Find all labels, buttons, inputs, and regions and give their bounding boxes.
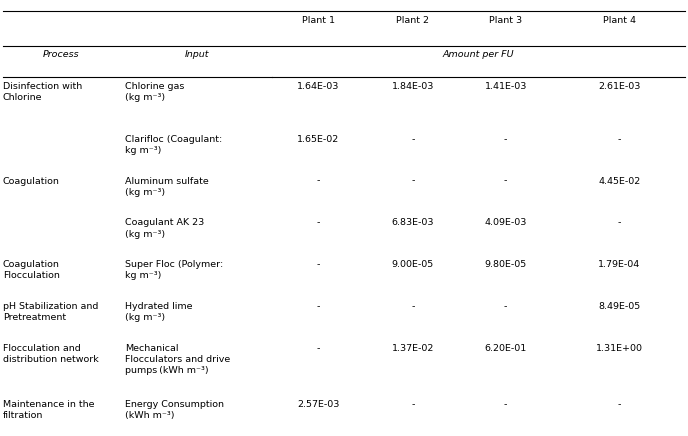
Text: Plant 2: Plant 2 xyxy=(396,16,429,25)
Text: Coagulation
Flocculation: Coagulation Flocculation xyxy=(3,260,60,280)
Text: Plant 1: Plant 1 xyxy=(302,16,334,25)
Text: -: - xyxy=(411,302,414,311)
Text: -: - xyxy=(504,302,507,311)
Text: Hydrated lime
(kg m⁻³): Hydrated lime (kg m⁻³) xyxy=(125,302,193,322)
Text: 1.31E+00: 1.31E+00 xyxy=(596,344,643,353)
Text: pH Stabilization and
Pretreatment: pH Stabilization and Pretreatment xyxy=(3,302,98,322)
Text: 9.80E-05: 9.80E-05 xyxy=(484,260,527,269)
Text: -: - xyxy=(411,177,414,186)
Text: Aluminum sulfate
(kg m⁻³): Aluminum sulfate (kg m⁻³) xyxy=(125,177,209,197)
Text: Flocculation and
distribution network: Flocculation and distribution network xyxy=(3,344,98,364)
Text: -: - xyxy=(316,344,320,353)
Text: Mechanical
Flocculators and drive
pumps (kWh m⁻³): Mechanical Flocculators and drive pumps … xyxy=(125,344,230,375)
Text: 1.41E-03: 1.41E-03 xyxy=(484,82,527,91)
Text: 1.64E-03: 1.64E-03 xyxy=(297,82,339,91)
Text: -: - xyxy=(618,135,621,144)
Text: Super Floc (Polymer:
kg m⁻³): Super Floc (Polymer: kg m⁻³) xyxy=(125,260,224,280)
Text: Chlorine gas
(kg m⁻³): Chlorine gas (kg m⁻³) xyxy=(125,82,184,102)
Text: -: - xyxy=(316,177,320,186)
Text: -: - xyxy=(316,302,320,311)
Text: 1.84E-03: 1.84E-03 xyxy=(391,82,434,91)
Text: 4.45E-02: 4.45E-02 xyxy=(598,177,641,186)
Text: 1.79E-04: 1.79E-04 xyxy=(598,260,641,269)
Text: Plant 4: Plant 4 xyxy=(603,16,636,25)
Text: Clarifloc (Coagulant:
kg m⁻³): Clarifloc (Coagulant: kg m⁻³) xyxy=(125,135,222,155)
Text: 2.57E-03: 2.57E-03 xyxy=(297,400,339,409)
Text: Plant 3: Plant 3 xyxy=(489,16,522,25)
Text: -: - xyxy=(618,400,621,409)
Text: -: - xyxy=(316,218,320,228)
Text: 2.61E-03: 2.61E-03 xyxy=(598,82,641,91)
Text: 6.20E-01: 6.20E-01 xyxy=(484,344,527,353)
Text: Input: Input xyxy=(185,50,209,59)
Text: -: - xyxy=(618,218,621,228)
Text: Process: Process xyxy=(43,50,80,59)
Text: 8.49E-05: 8.49E-05 xyxy=(598,302,641,311)
Text: 6.83E-03: 6.83E-03 xyxy=(391,218,434,228)
Text: -: - xyxy=(411,135,414,144)
Text: Coagulation: Coagulation xyxy=(3,177,60,186)
Text: Coagulant AK 23
(kg m⁻³): Coagulant AK 23 (kg m⁻³) xyxy=(125,218,204,238)
Text: -: - xyxy=(504,177,507,186)
Text: 1.65E-02: 1.65E-02 xyxy=(297,135,339,144)
Text: -: - xyxy=(504,400,507,409)
Text: Amount per FU: Amount per FU xyxy=(442,50,514,59)
Text: 9.00E-05: 9.00E-05 xyxy=(391,260,434,269)
Text: 1.37E-02: 1.37E-02 xyxy=(391,344,434,353)
Text: Energy Consumption
(kWh m⁻³): Energy Consumption (kWh m⁻³) xyxy=(125,400,224,420)
Text: -: - xyxy=(504,135,507,144)
Text: 4.09E-03: 4.09E-03 xyxy=(484,218,527,228)
Text: Maintenance in the
filtration: Maintenance in the filtration xyxy=(3,400,94,420)
Text: Disinfection with
Chlorine: Disinfection with Chlorine xyxy=(3,82,82,102)
Text: -: - xyxy=(316,260,320,269)
Text: -: - xyxy=(411,400,414,409)
